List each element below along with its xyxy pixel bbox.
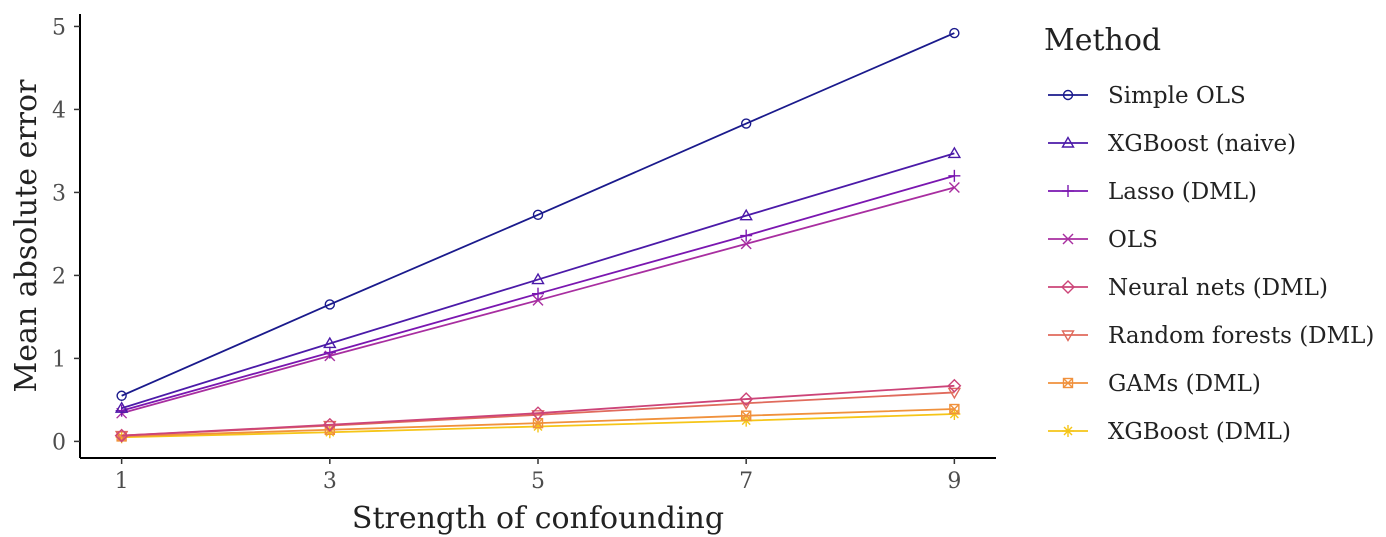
x-tick-label: 5 [531,469,545,494]
legend-label: OLS [1108,227,1158,253]
legend-item: Neural nets (DML) [1048,275,1328,301]
legend-item: XGBoost (DML) [1048,419,1291,445]
y-tick-label: 3 [52,181,66,206]
data-point [947,387,962,400]
data-point [532,287,544,300]
data-point [114,401,129,413]
legend-item: XGBoost (naive) [1048,131,1296,157]
legend-key-marker [1061,136,1075,148]
x-axis-title: Strength of confounding [352,501,724,536]
legend-key-marker [1062,377,1074,389]
series-2 [115,169,961,417]
series-line [121,32,955,397]
legend-key-marker [1062,185,1074,197]
legend-item: Random forests (DML) [1048,323,1374,349]
series-4 [114,378,962,443]
data-point [531,272,545,285]
legend: Method Simple OLS XGBoost (naive) Lasso (D… [1044,23,1374,445]
legend-item: Simple OLS [1048,83,1246,109]
y-tick-label: 4 [52,98,66,123]
x-tick-label: 7 [739,469,753,494]
data-point [740,118,752,129]
legend-label: XGBoost (naive) [1108,131,1296,157]
y-axis-title: Mean absolute error [9,79,44,393]
data-point [948,181,960,193]
data-point [324,299,336,310]
legend-item: OLS [1048,227,1158,253]
y-tick-label: 5 [52,15,66,40]
data-point [740,238,752,250]
legend-item: GAMs (DML) [1048,371,1261,397]
ticks: 1 3 5 7 9 0 1 2 3 4 5 [52,15,961,494]
data-point [739,208,753,221]
series-0 [116,27,960,401]
data-point [114,428,129,443]
legend-label: Random forests (DML) [1108,323,1374,349]
legend-label: XGBoost (DML) [1108,419,1291,445]
data-point [740,229,753,242]
data-point [323,420,337,433]
data-point [740,410,752,421]
data-point [739,392,754,407]
series-6 [116,403,960,442]
data-point [948,169,961,182]
series-layer [114,27,962,444]
legend-key-marker [1062,425,1074,437]
x-tick-label: 9 [947,469,961,494]
data-point [322,417,337,432]
y-tick-label: 2 [52,264,66,289]
data-point [531,406,545,421]
data-point [323,346,336,359]
series-line [121,384,955,437]
legend-items: Simple OLS XGBoost (naive) Lasso (DML) OLS N… [1048,83,1374,445]
data-point [947,378,962,393]
legend-key-marker [1061,280,1075,294]
data-point [323,336,337,349]
data-point [949,27,960,39]
data-point [532,417,544,429]
data-point [949,403,960,415]
data-point [947,146,962,159]
legend-key-marker [1062,89,1074,101]
x-tick-label: 3 [323,469,337,494]
legend-label: Lasso (DML) [1108,179,1257,205]
y-tick-label: 1 [52,347,66,372]
series-1 [114,146,962,413]
legend-key-marker [1062,233,1074,245]
legend-label: Simple OLS [1108,83,1246,109]
legend-key-marker [1061,330,1075,342]
data-point [532,209,544,221]
legend-title: Method [1044,23,1161,58]
data-point [116,390,127,401]
series-3 [116,181,960,419]
legend-label: GAMs (DML) [1108,371,1261,397]
y-tick-label: 0 [52,430,66,455]
series-line [121,152,955,410]
data-point [532,294,544,306]
legend-label: Neural nets (DML) [1108,275,1328,301]
x-tick-label: 1 [115,469,129,494]
legend-item: Lasso (DML) [1048,179,1257,205]
